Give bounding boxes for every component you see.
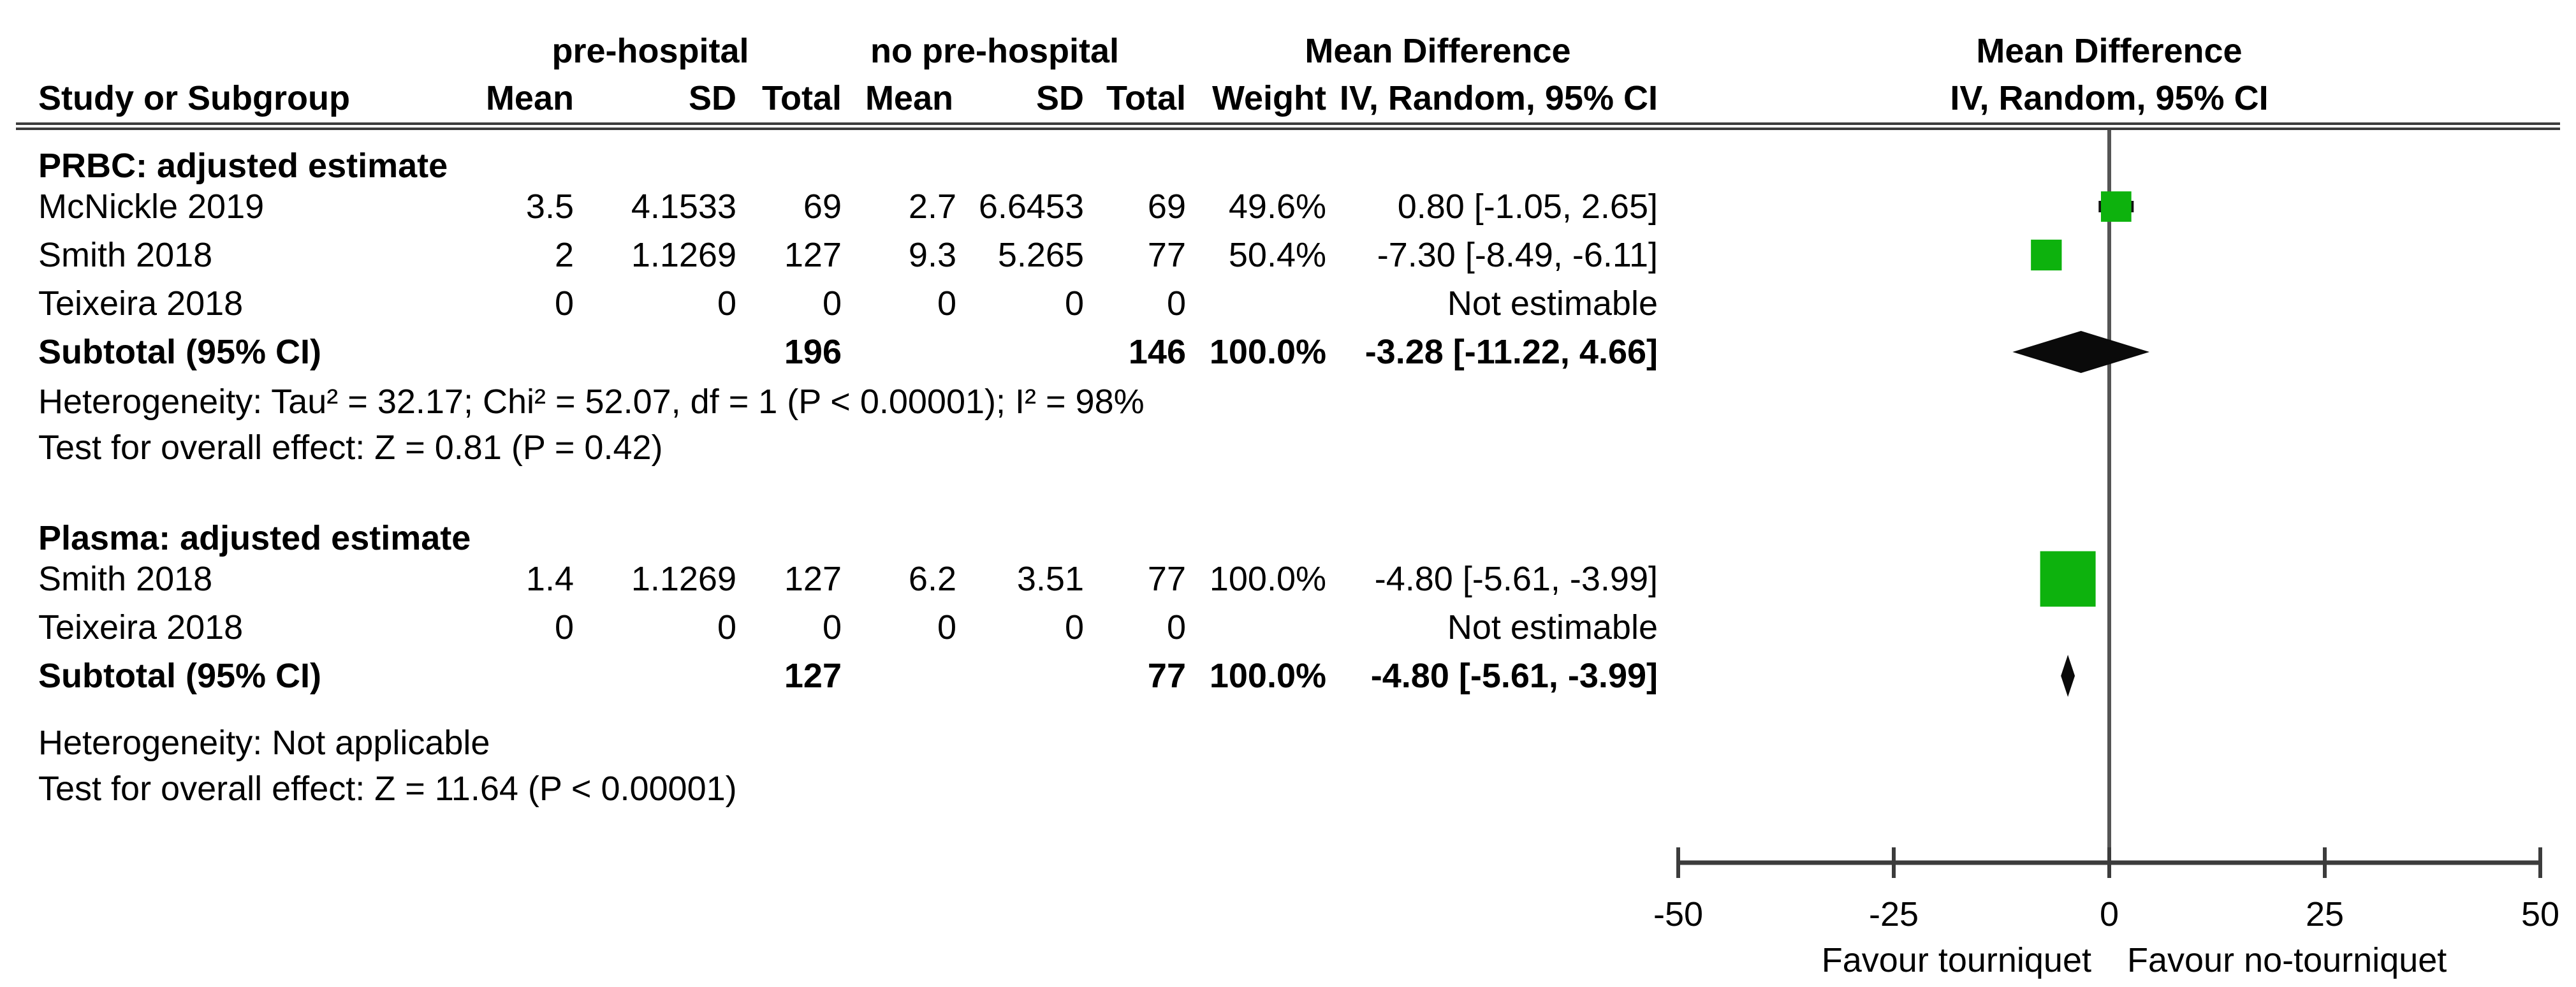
subgroup-label: PRBC: adjusted estimate	[38, 147, 448, 185]
overall-effect-text: Test for overall effect: Z = 11.64 (P < …	[38, 770, 737, 808]
study-total2: 77	[1147, 236, 1186, 274]
subtotal-label: Subtotal (95% CI)	[38, 333, 322, 371]
study-name: Teixeira 2018	[38, 284, 244, 323]
study-total1: 0	[822, 284, 842, 323]
study-total2: 69	[1147, 187, 1186, 226]
subtotal-total2: 77	[1147, 657, 1186, 695]
axis-tick-label: 25	[2306, 895, 2344, 933]
study-point-estimate-square	[2040, 551, 2096, 607]
study-sd1: 1.1269	[631, 560, 736, 598]
subtotal-md-ci: -4.80 [-5.61, -3.99]	[1370, 657, 1658, 695]
study-name: Smith 2018	[38, 560, 213, 598]
header-divider-rule	[16, 122, 2560, 130]
study-point-estimate-square	[2100, 191, 2132, 222]
subtotal-weight: 100.0%	[1209, 657, 1326, 695]
axis-tick-label: -50	[1653, 895, 1703, 933]
study-weight: 100.0%	[1209, 560, 1326, 598]
subgroup-label: Plasma: adjusted estimate	[38, 519, 471, 557]
study-sd2: 0	[1064, 284, 1084, 323]
subtotal-total2: 146	[1128, 333, 1186, 371]
column-header-total1: Total	[762, 79, 842, 117]
column-header-study: Study or Subgroup	[38, 79, 350, 117]
study-mean1: 3.5	[525, 187, 574, 226]
overall-effect-text: Test for overall effect: Z = 0.81 (P = 0…	[38, 428, 663, 467]
study-name: McNickle 2019	[38, 187, 265, 226]
column-header-mean2: Mean	[865, 79, 953, 117]
study-md-ci: -7.30 [-8.49, -6.11]	[1377, 236, 1658, 274]
study-total2: 0	[1166, 608, 1186, 647]
study-total1: 69	[803, 187, 842, 226]
study-sd1: 4.1533	[631, 187, 736, 226]
column-group-header-prehospital: pre-hospital	[552, 32, 749, 70]
study-sd2: 5.265	[997, 236, 1084, 274]
column-header-sd2: SD	[1036, 79, 1084, 117]
column-header-total2: Total	[1106, 79, 1186, 117]
column-header-md-ci: IV, Random, 95% CI	[1339, 79, 1658, 117]
subtotal-total1: 127	[784, 657, 842, 695]
study-total2: 77	[1147, 560, 1186, 598]
axis-left-direction-label: Favour tourniquet	[1822, 941, 2091, 979]
heterogeneity-text: Heterogeneity: Tau² = 32.17; Chi² = 52.0…	[38, 383, 1145, 421]
study-mean2: 0	[937, 284, 956, 323]
study-name: Teixeira 2018	[38, 608, 244, 647]
study-mean1: 0	[554, 284, 574, 323]
study-total1: 127	[784, 560, 842, 598]
study-md-ci: Not estimable	[1447, 284, 1658, 323]
plot-subtitle: IV, Random, 95% CI	[1950, 79, 2269, 117]
axis-tick-label: 0	[2100, 895, 2119, 933]
subtotal-md-ci: -3.28 [-11.22, 4.66]	[1365, 333, 1658, 371]
study-total2: 0	[1166, 284, 1186, 323]
study-mean2: 6.2	[908, 560, 956, 598]
column-header-weight: Weight	[1212, 79, 1326, 117]
study-mean2: 0	[937, 608, 956, 647]
subtotal-weight: 100.0%	[1209, 333, 1326, 371]
study-sd1: 1.1269	[631, 236, 736, 274]
study-mean2: 2.7	[908, 187, 956, 226]
subtotal-total1: 196	[784, 333, 842, 371]
study-point-estimate-square	[2031, 239, 2062, 271]
study-mean1: 1.4	[525, 560, 574, 598]
study-mean1: 2	[554, 236, 574, 274]
study-total1: 0	[822, 608, 842, 647]
study-sd2: 3.51	[1016, 560, 1084, 598]
column-group-header-no-prehospital: no pre-hospital	[870, 32, 1119, 70]
axis-tick-label: -25	[1869, 895, 1919, 933]
study-mean1: 0	[554, 608, 574, 647]
column-header-mean1: Mean	[485, 79, 574, 117]
plot-title: Mean Difference	[1976, 32, 2243, 70]
md-column-title: Mean Difference	[1305, 32, 1571, 70]
study-md-ci: Not estimable	[1447, 608, 1658, 647]
study-total1: 127	[784, 236, 842, 274]
study-sd2: 6.6453	[978, 187, 1084, 226]
study-md-ci: 0.80 [-1.05, 2.65]	[1397, 187, 1658, 226]
column-header-sd1: SD	[688, 79, 736, 117]
axis-right-direction-label: Favour no-tourniquet	[2127, 941, 2447, 979]
study-md-ci: -4.80 [-5.61, -3.99]	[1374, 560, 1658, 598]
subtotal-label: Subtotal (95% CI)	[38, 657, 322, 695]
axis-tick-label: 50	[2521, 895, 2559, 933]
study-sd1: 0	[717, 608, 736, 647]
study-name: Smith 2018	[38, 236, 213, 274]
study-sd2: 0	[1064, 608, 1084, 647]
subtotal-diamond	[2061, 655, 2075, 697]
study-mean2: 9.3	[908, 236, 956, 274]
study-sd1: 0	[717, 284, 736, 323]
study-weight: 50.4%	[1228, 236, 1326, 274]
subtotal-diamond	[2012, 331, 2150, 373]
study-weight: 49.6%	[1228, 187, 1326, 226]
heterogeneity-text: Heterogeneity: Not applicable	[38, 724, 490, 762]
